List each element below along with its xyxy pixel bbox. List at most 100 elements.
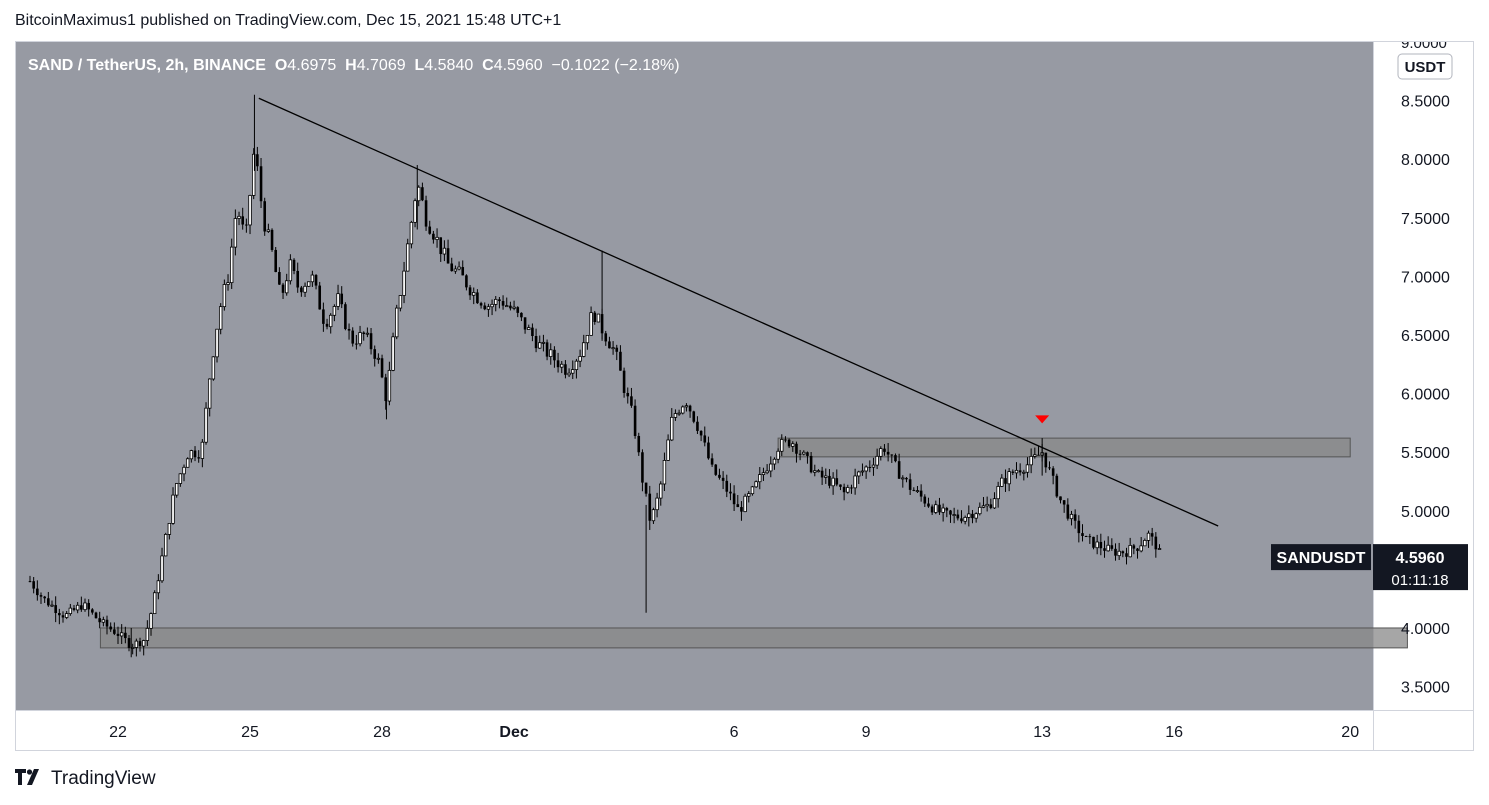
support-zone xyxy=(99,627,1408,649)
x-tick-label: 9 xyxy=(862,724,871,741)
candle xyxy=(1077,515,1081,543)
candle-body-down xyxy=(989,504,993,508)
candle-body-down xyxy=(138,641,142,647)
candle-body-down xyxy=(619,351,622,371)
ohlc-low: 4.5840 xyxy=(424,57,482,74)
candle-body-up xyxy=(974,513,978,519)
candle xyxy=(245,218,248,233)
candle-body-up xyxy=(761,472,766,476)
candle-body-down xyxy=(897,461,901,479)
candle-body-up xyxy=(376,357,381,360)
candle-body-up xyxy=(457,266,461,270)
candle-body-up xyxy=(101,619,106,623)
candle-body-down xyxy=(919,490,923,497)
candle-body-down xyxy=(604,333,608,342)
candle xyxy=(439,237,443,262)
candle-body-up xyxy=(1128,544,1132,558)
candle-body-down xyxy=(868,466,872,468)
candle-body-down xyxy=(1088,536,1092,538)
candle xyxy=(174,483,179,498)
candle xyxy=(905,477,908,483)
candle-body-up xyxy=(772,458,777,465)
candle xyxy=(325,318,329,330)
candle xyxy=(831,472,835,495)
candle xyxy=(981,497,986,509)
candle xyxy=(761,467,766,481)
candle-body-down xyxy=(835,478,839,485)
candle-body-up xyxy=(915,490,920,493)
candle-body-down xyxy=(699,430,703,436)
candle xyxy=(1099,533,1103,556)
candle xyxy=(813,464,817,477)
candle xyxy=(806,451,809,464)
candle xyxy=(556,352,560,373)
candle xyxy=(233,209,238,256)
candle xyxy=(256,146,259,171)
candle xyxy=(446,239,450,264)
candle-body-up xyxy=(1025,464,1030,473)
candle-body-up xyxy=(152,592,157,615)
tradingview-footer: TradingView xyxy=(15,768,156,790)
candle xyxy=(80,596,83,612)
candle-body-up xyxy=(285,280,289,294)
candle-body-up xyxy=(864,466,868,472)
candle-body-down xyxy=(820,470,824,478)
candle-body-down xyxy=(732,493,736,505)
legend-title: SAND / TetherUS, 2h, BINANCE xyxy=(28,57,275,74)
candle xyxy=(1014,462,1019,479)
candle xyxy=(868,460,872,473)
candle xyxy=(39,592,43,604)
candle-body-up xyxy=(681,406,685,414)
candle-body-up xyxy=(780,439,784,452)
candle xyxy=(278,267,281,285)
candle-body-down xyxy=(344,304,347,330)
candle xyxy=(398,295,403,312)
candle xyxy=(402,261,406,304)
candle-body-up xyxy=(472,292,476,296)
candle-body-up xyxy=(332,306,337,316)
candle xyxy=(141,639,146,656)
candle-body-down xyxy=(842,486,846,493)
candle xyxy=(380,354,384,379)
candle-body-up xyxy=(1117,550,1121,557)
candle-body-down xyxy=(193,450,197,458)
price-chart[interactable]: 3.50004.00004.50005.00005.50006.00006.50… xyxy=(16,42,1473,750)
candle xyxy=(61,611,65,623)
candle xyxy=(424,195,428,231)
candle xyxy=(58,608,61,625)
candle xyxy=(978,502,982,516)
currency-button-box xyxy=(1397,53,1453,80)
candle xyxy=(91,608,94,615)
candle xyxy=(358,325,362,347)
candle-body-down xyxy=(501,301,505,306)
chart-frame: 3.50004.00004.50005.00005.50006.00006.50… xyxy=(15,41,1474,751)
candle xyxy=(1000,474,1004,488)
legend: SAND / TetherUS, 2h, BINANCE O4.6975 H4.… xyxy=(28,57,680,74)
candle-body-down xyxy=(421,187,424,201)
candle-body-up xyxy=(398,295,403,309)
currency-button[interactable]: USDT xyxy=(1397,53,1453,80)
y-tick-label: 6.0000 xyxy=(1401,387,1450,404)
candle-body-down xyxy=(80,605,83,610)
candle xyxy=(182,464,186,482)
candle xyxy=(340,286,344,309)
candle-body-up xyxy=(413,200,417,223)
candle-body-down xyxy=(32,581,35,589)
candle-body-down xyxy=(256,154,259,167)
candle xyxy=(945,506,949,518)
candle xyxy=(516,306,520,318)
candle-body-down xyxy=(886,451,890,455)
candle xyxy=(109,622,112,632)
candle-body-up xyxy=(358,332,362,345)
candle xyxy=(351,327,355,347)
candle xyxy=(967,505,971,527)
candle-body-up xyxy=(527,327,531,330)
candle xyxy=(688,404,692,418)
candle xyxy=(28,575,32,583)
candle xyxy=(442,240,447,262)
candle-body-up xyxy=(329,314,333,328)
candle xyxy=(816,469,821,473)
candle xyxy=(1044,452,1048,473)
candle-body-up xyxy=(288,259,293,282)
candle-body-down xyxy=(890,454,894,456)
